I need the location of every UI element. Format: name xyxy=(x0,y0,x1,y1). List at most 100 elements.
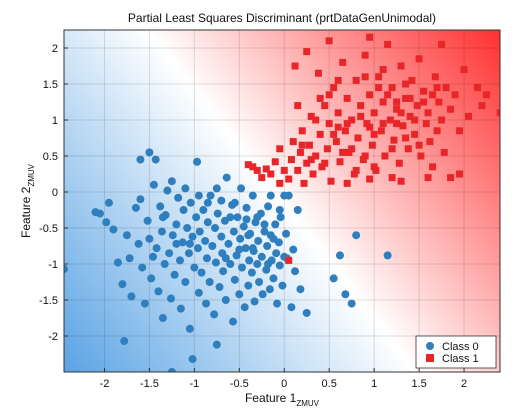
class-1-point xyxy=(478,102,486,110)
class-1-point xyxy=(258,174,266,182)
class-0-point xyxy=(131,203,140,212)
x-tick-label: -1.5 xyxy=(140,378,159,390)
class-0-point xyxy=(104,198,113,207)
class-0-point xyxy=(260,227,269,236)
class-1-point xyxy=(402,134,410,142)
class-0-point xyxy=(264,260,273,268)
class-0-point xyxy=(221,296,230,304)
class-1-point xyxy=(397,177,405,185)
legend-marker-class-1 xyxy=(426,354,434,362)
class-1-point xyxy=(327,177,335,185)
x-tick-label: -1 xyxy=(189,378,199,390)
class-1-point xyxy=(422,120,430,128)
class-1-point xyxy=(442,84,450,92)
class-0-point xyxy=(258,290,267,299)
x-tick-label: 0 xyxy=(281,378,287,390)
class-0-point xyxy=(151,155,160,164)
class-0-point xyxy=(237,263,246,272)
class-0-point xyxy=(205,278,214,286)
class-1-point xyxy=(361,73,369,81)
class-1-point xyxy=(303,48,311,56)
class-1-point xyxy=(334,76,342,84)
class-0-point xyxy=(134,239,143,248)
y-tick-label: 0 xyxy=(52,187,58,199)
class-0-point xyxy=(136,195,145,204)
chart-title: Partial Least Squares Discriminant (prtD… xyxy=(128,11,436,25)
class-1-point xyxy=(325,91,333,99)
class-0-point xyxy=(145,234,154,243)
class-1-point xyxy=(406,94,414,102)
class-1-point xyxy=(357,102,365,110)
class-1-point xyxy=(321,102,329,110)
class-0-point xyxy=(264,202,273,211)
class-0-point xyxy=(219,267,228,276)
class-0-point xyxy=(242,203,251,212)
class-0-point xyxy=(287,303,296,312)
class-1-point xyxy=(379,98,387,106)
class-1-point xyxy=(456,170,464,178)
class-0-point xyxy=(194,191,203,200)
class-1-point xyxy=(316,130,324,138)
class-1-point xyxy=(314,69,322,77)
class-0-point xyxy=(148,252,157,261)
class-0-point xyxy=(181,278,190,286)
class-1-point xyxy=(334,109,342,117)
class-1-point xyxy=(388,84,396,92)
class-0-point xyxy=(193,244,202,253)
class-1-point xyxy=(390,136,398,144)
class-1-point xyxy=(393,120,401,128)
class-1-point xyxy=(435,98,443,106)
class-0-point xyxy=(260,220,269,229)
class-1-point xyxy=(370,163,378,171)
class-1-point xyxy=(395,159,403,167)
class-0-point xyxy=(269,234,278,243)
class-1-point xyxy=(294,166,302,174)
class-0-point xyxy=(244,231,253,240)
class-0-point xyxy=(248,191,257,200)
class-1-point xyxy=(366,123,374,131)
class-1-point xyxy=(296,148,304,156)
class-1-point xyxy=(429,163,437,171)
class-0-point xyxy=(329,274,338,283)
class-1-point xyxy=(318,163,326,171)
class-0-point xyxy=(138,263,147,272)
x-tick-label: 2 xyxy=(461,378,467,390)
class-1-point xyxy=(426,138,434,146)
class-1-point xyxy=(343,120,351,128)
class-0-point xyxy=(160,260,169,268)
class-1-point xyxy=(456,127,464,135)
class-0-point xyxy=(122,231,131,240)
x-tick-label: -0.5 xyxy=(230,378,249,390)
class-1-point xyxy=(287,156,295,164)
class-0-point xyxy=(235,290,244,299)
class-1-point xyxy=(330,130,338,138)
legend-label-class-0: Class 0 xyxy=(442,341,479,353)
class-0-point xyxy=(266,191,275,200)
class-1-point xyxy=(370,109,378,117)
class-1-point xyxy=(433,84,441,92)
y-axis-ticks: -2 -1.5 -1 -0.5 0 0.5 1 1.5 2 xyxy=(39,43,68,343)
class-1-point xyxy=(307,156,315,164)
class-0-point xyxy=(147,274,156,283)
class-1-point xyxy=(300,179,308,187)
class-1-point xyxy=(312,152,320,160)
class-1-point xyxy=(375,84,383,92)
class-0-point xyxy=(215,283,224,292)
class-0-point xyxy=(172,220,181,229)
class-1-point xyxy=(379,120,387,128)
class-0-point xyxy=(240,303,249,312)
class-0-point xyxy=(272,249,281,258)
class-1-point xyxy=(276,145,284,153)
class-0-point xyxy=(229,317,238,326)
class-1-point xyxy=(397,62,405,70)
class-0-point xyxy=(230,275,239,284)
class-0-point xyxy=(125,254,134,263)
class-1-point xyxy=(402,94,410,102)
plot-frame xyxy=(63,29,501,373)
class-0-point xyxy=(199,206,208,214)
class-1-point xyxy=(294,102,302,110)
class-0-point xyxy=(269,274,278,283)
class-0-point xyxy=(253,213,262,222)
class-0-point xyxy=(202,254,211,263)
class-1-point xyxy=(253,166,261,174)
